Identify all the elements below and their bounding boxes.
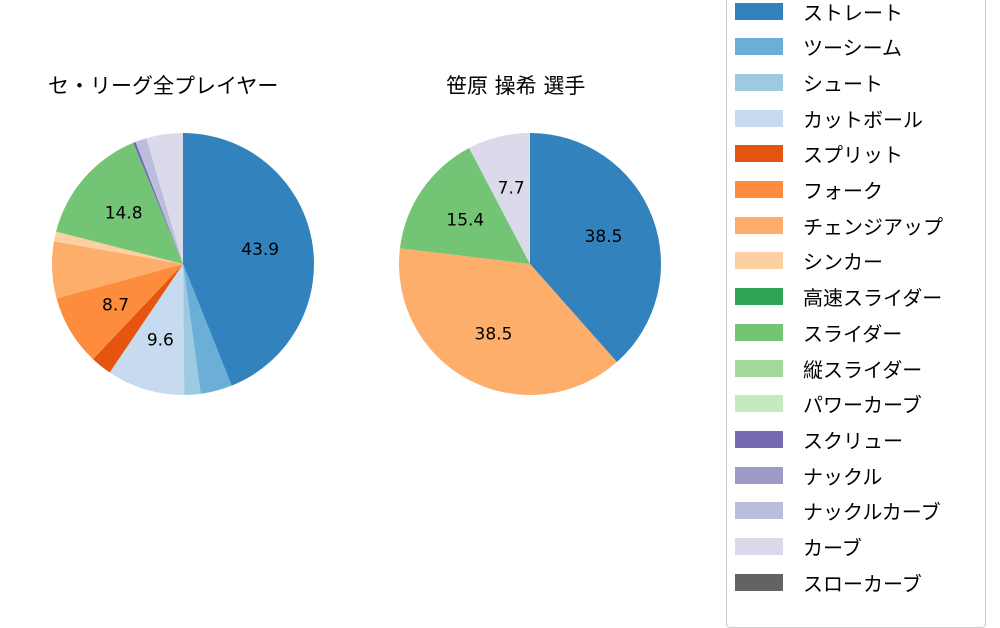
- legend-label: スプリット: [803, 143, 903, 168]
- legend-label: スローカーブ: [803, 571, 922, 596]
- legend-swatch: [735, 181, 783, 198]
- legend-swatch: [735, 109, 783, 127]
- pie-slice: [92, 264, 183, 373]
- legend-swatch: [735, 216, 783, 234]
- left-pie-chart: 43.9 9.6 8.7 14.8: [52, 133, 315, 395]
- pie-slice: [109, 264, 185, 395]
- pie-slice: [133, 141, 183, 264]
- legend-label: ストレート: [803, 0, 903, 25]
- legend-swatch: [735, 430, 783, 448]
- legend-label: カーブ: [803, 536, 862, 560]
- legend-label: シンカー: [803, 250, 883, 275]
- legend-swatch: [735, 466, 783, 484]
- pie-slice: [146, 133, 183, 264]
- legend-label: フォーク: [803, 179, 883, 203]
- legend-item: 縦スライダー: [735, 356, 923, 382]
- legend-item: スローカーブ: [735, 570, 922, 596]
- legend-label: 高速スライダー: [803, 286, 943, 311]
- legend-label: カットボール: [803, 107, 923, 132]
- pie-charts: 43.9 9.6 8.7 14.8 38.5 38.5 15.4 7.7: [52, 133, 662, 395]
- legend-swatch: [735, 538, 783, 555]
- pie-slice: [53, 231, 183, 264]
- right-chart-title: 笹原 操希 選手: [446, 74, 586, 98]
- pie-slice: [530, 133, 662, 363]
- legend-item: スプリット: [735, 142, 903, 168]
- legend-swatch: [735, 573, 783, 591]
- legend-swatch: [735, 502, 783, 520]
- legend-item: スクリュー: [735, 427, 903, 453]
- legend-item: スライダー: [735, 320, 903, 346]
- legend-item: シンカー: [735, 249, 883, 275]
- legend-item: カットボール: [735, 106, 923, 132]
- right-pie-chart: 38.5 38.5 15.4 7.7: [399, 133, 662, 395]
- legend-item: シュート: [735, 70, 883, 96]
- slice-value-label: 38.5: [585, 227, 623, 247]
- legend-swatch: [735, 323, 783, 341]
- legend-item: 高速スライダー: [735, 285, 943, 311]
- legend-swatch: [735, 145, 783, 163]
- legend-label: ナックルカーブ: [803, 500, 941, 525]
- legend-label: ナックル: [803, 464, 883, 489]
- slice-value-label: 43.9: [241, 240, 279, 260]
- slice-value-label: 14.8: [105, 203, 143, 223]
- legend-item: ストレート: [735, 0, 903, 25]
- legend-swatch: [735, 73, 783, 91]
- pie-slice: [183, 264, 232, 394]
- legend-item: ツーシーム: [735, 35, 902, 61]
- pie-slice: [56, 142, 183, 264]
- legend-swatch: [735, 2, 783, 20]
- legend-swatch: [735, 359, 783, 377]
- left-chart-title: セ・リーグ全プレイヤー: [48, 74, 279, 98]
- legend-item: ナックル: [735, 463, 883, 489]
- legend-label: チェンジアップ: [803, 214, 943, 239]
- legend-item: フォーク: [735, 178, 883, 203]
- legend-swatch: [735, 252, 783, 270]
- pie-slice: [399, 248, 617, 395]
- slice-value-label: 9.6: [147, 330, 174, 350]
- pie-slice: [183, 264, 201, 395]
- legend-label: ツーシーム: [803, 36, 902, 61]
- legend-label: スライダー: [803, 321, 903, 346]
- pie-slice: [183, 133, 315, 386]
- legend-label: 縦スライダー: [803, 357, 923, 382]
- slice-value-label: 38.5: [475, 325, 513, 345]
- pie-slice: [56, 264, 183, 360]
- legend-label: スクリュー: [803, 428, 903, 453]
- legend: ストレートツーシームシュートカットボール スプリットフォークチェンジアップ シンカー…: [726, 0, 986, 628]
- pie-slice: [52, 241, 183, 299]
- legend-item: カーブ: [735, 535, 862, 560]
- pie-slice: [469, 133, 530, 264]
- legend-swatch: [735, 395, 783, 413]
- legend-swatch: [735, 288, 783, 306]
- slice-value-label: 8.7: [102, 295, 129, 315]
- legend-swatch: [735, 38, 783, 56]
- legend-item: ナックルカーブ: [735, 499, 941, 525]
- pie-slice: [135, 138, 183, 264]
- legend-label: シュート: [803, 71, 883, 96]
- legend-item: パワーカーブ: [735, 392, 922, 418]
- pie-slice: [399, 148, 530, 264]
- slice-value-label: 15.4: [446, 210, 484, 230]
- legend-item: チェンジアップ: [735, 213, 943, 239]
- slice-value-label: 7.7: [498, 179, 525, 199]
- legend-label: パワーカーブ: [803, 393, 922, 418]
